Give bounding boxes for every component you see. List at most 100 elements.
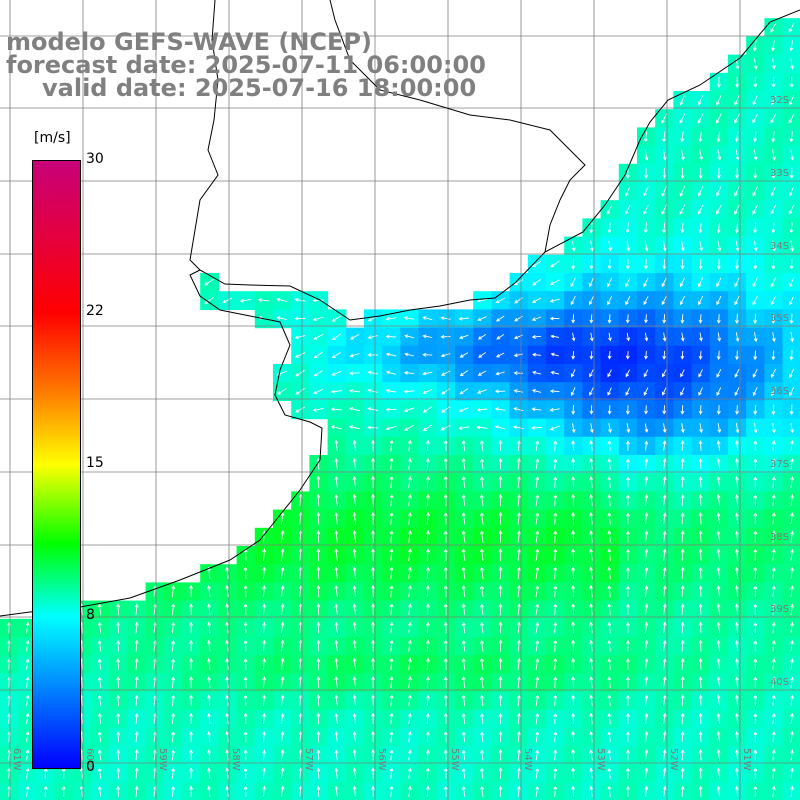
wind-arrow bbox=[313, 388, 324, 395]
wind-arrow bbox=[771, 422, 776, 434]
wind-arrow bbox=[790, 749, 794, 761]
wind-arrow bbox=[312, 316, 324, 322]
wind-arrow bbox=[476, 298, 488, 303]
wind-arrow bbox=[262, 731, 267, 743]
wind-arrow bbox=[680, 332, 685, 342]
wind-arrow bbox=[716, 314, 721, 324]
wind-arrow bbox=[788, 277, 795, 288]
wind-arrow bbox=[771, 694, 776, 706]
wind-arrow bbox=[352, 676, 357, 689]
wind-arrow bbox=[116, 694, 121, 707]
wind-arrow bbox=[716, 566, 721, 579]
wind-arrow bbox=[589, 440, 594, 451]
wind-arrow bbox=[517, 566, 521, 580]
wind-arrow bbox=[770, 277, 777, 288]
wind-arrow bbox=[408, 512, 412, 525]
wind-arrow bbox=[643, 131, 648, 143]
wind-arrow bbox=[788, 204, 795, 215]
wind-arrow bbox=[243, 712, 248, 725]
wind-arrow bbox=[262, 639, 267, 652]
wind-arrow bbox=[535, 639, 540, 652]
wind-arrow bbox=[348, 389, 361, 393]
wind-arrow bbox=[262, 603, 267, 616]
wind-arrow bbox=[752, 387, 758, 397]
wind-arrow bbox=[662, 566, 667, 579]
wind-arrow bbox=[589, 405, 594, 415]
wind-arrow bbox=[189, 785, 193, 797]
wind-arrow bbox=[426, 603, 430, 616]
wind-arrow bbox=[171, 621, 176, 634]
wind-arrow bbox=[477, 316, 487, 322]
wind-arrow bbox=[716, 658, 721, 670]
wind-arrow bbox=[461, 475, 466, 488]
wind-arrow bbox=[225, 785, 230, 797]
wind-arrow bbox=[680, 423, 685, 434]
wind-arrow bbox=[280, 548, 285, 561]
wind-arrow bbox=[644, 314, 648, 324]
lon-label: 53W bbox=[595, 748, 606, 771]
wind-arrow bbox=[790, 149, 795, 161]
wind-arrow bbox=[607, 440, 612, 451]
wind-arrow bbox=[243, 621, 248, 634]
wind-arrow bbox=[407, 694, 412, 707]
wind-arrow bbox=[443, 730, 448, 743]
wind-arrow bbox=[790, 621, 795, 634]
wind-arrow bbox=[385, 407, 397, 412]
wind-arrow bbox=[134, 639, 139, 652]
wind-arrow bbox=[426, 676, 430, 689]
wind-arrow bbox=[385, 388, 397, 393]
wind-arrow bbox=[644, 730, 649, 743]
wind-arrow bbox=[608, 332, 612, 342]
wind-arrow bbox=[643, 277, 649, 288]
wind-arrow bbox=[334, 530, 339, 543]
wind-arrow bbox=[407, 785, 412, 797]
wind-arrow bbox=[734, 548, 739, 561]
wind-arrow bbox=[626, 566, 630, 579]
wind-arrow bbox=[461, 530, 466, 543]
wind-arrow bbox=[280, 639, 285, 652]
wind-arrow bbox=[371, 785, 375, 797]
wind-arrow bbox=[535, 785, 540, 797]
wind-arrow bbox=[698, 621, 703, 634]
wind-arrow bbox=[243, 584, 248, 598]
wind-arrow bbox=[716, 694, 721, 706]
wind-arrow bbox=[771, 440, 776, 451]
wind-arrow bbox=[352, 639, 357, 652]
wind-arrow bbox=[626, 621, 630, 634]
wind-arrow bbox=[680, 458, 685, 470]
wind-arrow bbox=[25, 694, 30, 706]
wind-arrow bbox=[644, 749, 649, 761]
wind-arrow bbox=[331, 315, 342, 322]
wind-arrow bbox=[662, 314, 667, 324]
colorbar-tick-8: 8 bbox=[86, 607, 95, 623]
wind-arrow bbox=[458, 407, 469, 413]
wind-arrow bbox=[788, 186, 795, 197]
wind-arrow bbox=[589, 584, 593, 598]
wind-arrow bbox=[443, 475, 448, 488]
wind-arrow bbox=[734, 131, 739, 143]
wind-arrow bbox=[531, 388, 542, 393]
wind-arrow bbox=[389, 566, 394, 580]
wind-arrow bbox=[349, 334, 360, 340]
wind-arrow bbox=[662, 548, 667, 561]
wind-arrow bbox=[243, 566, 248, 580]
wind-arrow bbox=[171, 676, 176, 688]
wind-arrow bbox=[404, 352, 415, 357]
wind-arrow bbox=[389, 767, 394, 779]
wind-arrow bbox=[734, 749, 739, 761]
wind-arrow bbox=[352, 731, 357, 743]
land-border bbox=[189, 0, 586, 271]
wind-arrow bbox=[316, 548, 321, 561]
wind-arrow bbox=[334, 457, 339, 470]
wind-arrow bbox=[662, 639, 667, 652]
wind-arrow bbox=[735, 258, 739, 270]
wind-arrow bbox=[626, 767, 630, 779]
longitude-labels: 61W 60W 59W 58W 57W 56W 55W 54W 53W 52W 51W bbox=[11, 748, 752, 771]
wind-arrow bbox=[697, 277, 704, 288]
wind-arrow bbox=[461, 512, 466, 525]
wind-arrow bbox=[753, 585, 758, 597]
wind-arrow bbox=[553, 458, 558, 470]
lat-label: 32S bbox=[770, 95, 789, 106]
wind-arrow bbox=[735, 423, 740, 434]
wind-arrow bbox=[771, 566, 776, 579]
